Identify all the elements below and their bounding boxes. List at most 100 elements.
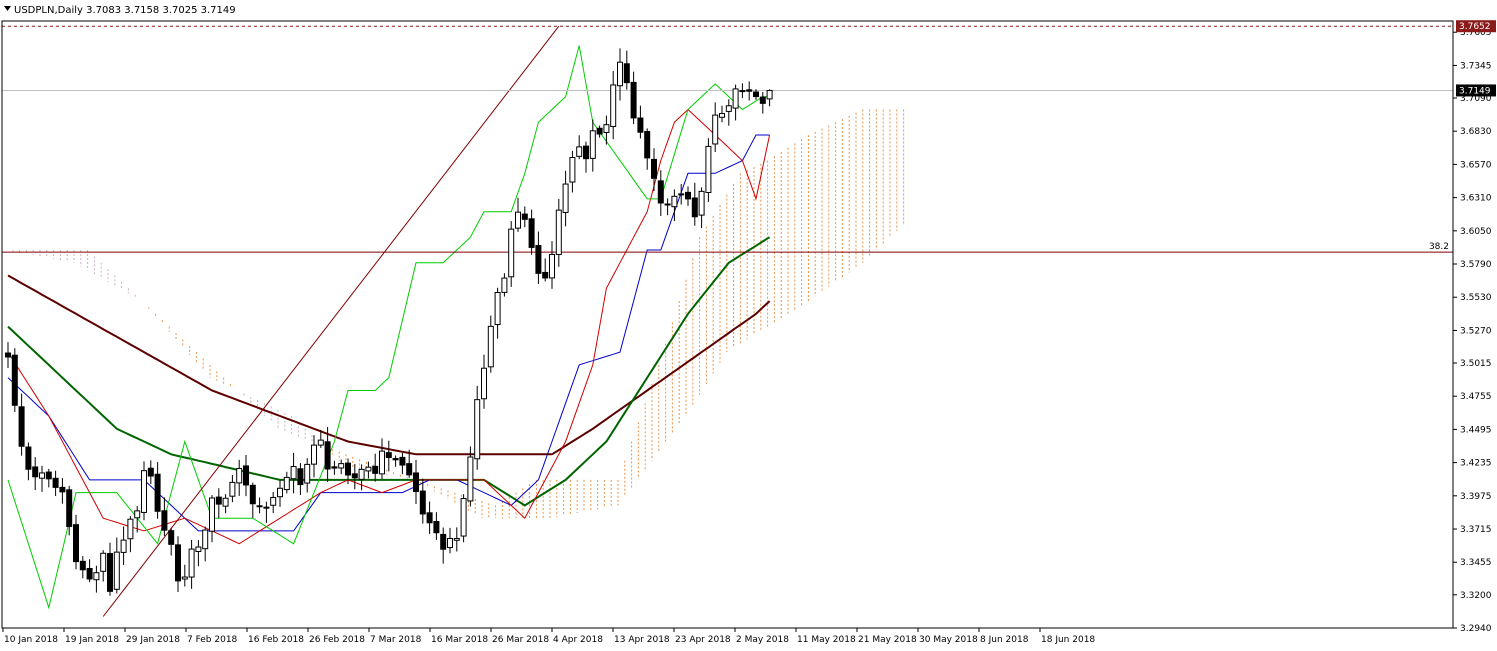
ma-mid-line <box>7 236 771 507</box>
candle <box>487 315 494 373</box>
x-tick-label: 8 Jun 2018 <box>980 635 1029 645</box>
candle <box>528 209 535 255</box>
price-tag <box>1456 84 1496 97</box>
candle <box>651 148 657 192</box>
ichimoku-cloud <box>12 109 905 519</box>
candle <box>345 458 351 485</box>
candle <box>188 539 195 589</box>
candle <box>175 536 181 592</box>
candle <box>610 71 617 140</box>
candle <box>79 556 86 579</box>
candle <box>664 198 671 216</box>
candle <box>440 527 447 564</box>
y-tick-label: 3.6050 <box>1460 227 1492 237</box>
candle <box>447 527 453 554</box>
candle <box>460 494 467 543</box>
candle <box>474 385 481 470</box>
x-tick-label: 26 Feb 2018 <box>309 635 365 645</box>
candle <box>73 514 79 570</box>
candle <box>324 426 331 482</box>
y-tick-label: 3.6310 <box>1460 194 1492 204</box>
candle <box>222 494 229 514</box>
candle <box>419 478 426 524</box>
candle <box>385 440 392 472</box>
candle <box>576 135 583 160</box>
y-tick-label: 3.6830 <box>1460 127 1492 137</box>
x-tick-label: 16 Mar 2018 <box>431 635 488 645</box>
kijun-line <box>7 134 770 532</box>
y-tick-label: 3.5270 <box>1460 326 1492 336</box>
candle <box>120 526 127 565</box>
candle <box>732 84 739 121</box>
price-tag-label: 3.7149 <box>1459 86 1491 96</box>
candle <box>18 393 25 456</box>
candle <box>406 449 413 478</box>
candle <box>39 465 45 492</box>
candle <box>691 182 698 226</box>
y-tick-label: 3.3715 <box>1460 525 1492 535</box>
y-tick-label: 3.5790 <box>1460 260 1492 270</box>
horizontal-levels: 38.2 <box>2 25 1453 253</box>
x-tick-label: 4 Apr 2018 <box>553 635 603 645</box>
candle <box>481 354 487 409</box>
candle <box>113 537 120 594</box>
candle <box>168 527 175 556</box>
candle <box>311 435 317 478</box>
candle <box>698 187 705 229</box>
candle <box>766 89 773 107</box>
axes: 3.7605 3.7345 3.7090 3.6830 3.6570 3.6310 3.60… <box>1 20 1496 645</box>
candle <box>372 453 379 482</box>
candle <box>501 273 508 297</box>
candle <box>283 471 290 494</box>
candle <box>535 231 542 285</box>
candle <box>107 542 113 596</box>
candle <box>746 81 753 101</box>
y-tick-label: 3.7345 <box>1460 61 1492 71</box>
x-tick-label: 19 Jan 2018 <box>65 635 119 645</box>
x-tick-label: 21 May 2018 <box>858 635 917 645</box>
y-tick-label: 3.4755 <box>1460 392 1492 402</box>
candle <box>52 470 59 496</box>
y-tick-label: 3.4235 <box>1460 459 1492 469</box>
candle <box>399 452 406 475</box>
candle <box>358 464 365 491</box>
candle <box>154 462 161 519</box>
y-tick-label: 3.2940 <box>1460 624 1492 634</box>
x-tick-label: 11 May 2018 <box>797 635 856 645</box>
candle <box>181 564 188 587</box>
y-tick-label: 3.4495 <box>1460 425 1492 435</box>
candle <box>304 458 311 493</box>
candle <box>467 446 474 507</box>
candle <box>453 527 460 552</box>
candle <box>100 550 107 582</box>
candle <box>685 186 691 206</box>
y-tick-label: 3.3975 <box>1460 492 1492 502</box>
candle <box>202 526 209 562</box>
x-tick-label: 23 Apr 2018 <box>675 635 731 645</box>
candle <box>209 495 215 543</box>
candle <box>263 501 270 524</box>
candle <box>59 478 66 504</box>
y-tick-label: 3.3455 <box>1460 558 1492 568</box>
candle <box>134 506 141 533</box>
candle <box>86 559 93 583</box>
candle <box>338 459 345 475</box>
indicator-lines <box>7 25 771 617</box>
candle <box>161 497 168 537</box>
candle <box>11 348 18 412</box>
price-tag-label: 3.7652 <box>1459 22 1491 32</box>
candle <box>66 485 73 536</box>
candle <box>413 459 419 504</box>
candle <box>215 488 222 519</box>
candle <box>249 482 256 518</box>
candle <box>521 206 528 228</box>
candle <box>277 479 283 507</box>
trendline[interactable] <box>102 25 560 617</box>
candle <box>297 463 304 495</box>
candle <box>630 71 637 125</box>
candles <box>5 48 773 596</box>
dropdown-triangle-icon[interactable] <box>4 6 11 11</box>
candle <box>603 115 610 145</box>
candle <box>515 197 521 232</box>
